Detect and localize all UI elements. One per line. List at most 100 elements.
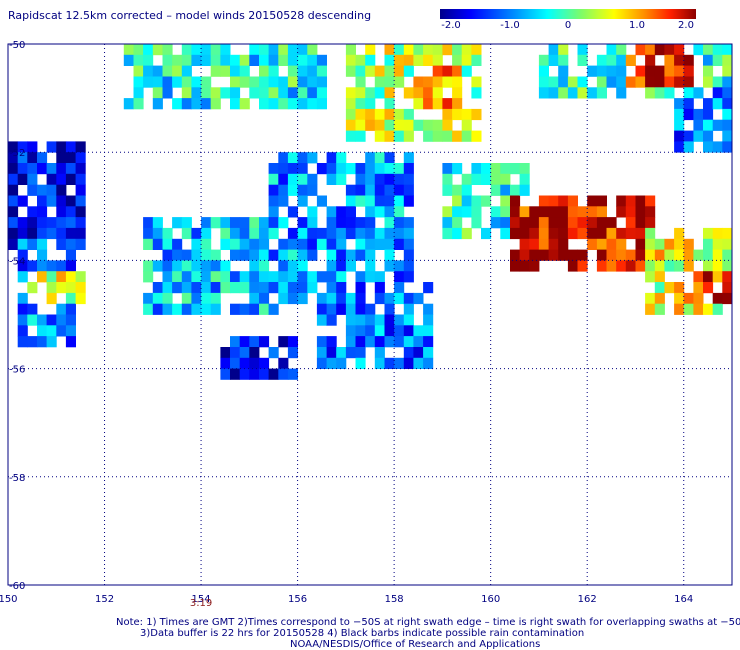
data-cell [191, 76, 202, 88]
data-cell [268, 227, 279, 240]
data-cell [548, 195, 559, 207]
data-cell [365, 195, 376, 207]
data-cell [674, 141, 685, 153]
data-cell [143, 76, 154, 88]
data-cell [538, 195, 549, 207]
data-cell [75, 292, 86, 305]
data-cell [577, 217, 588, 229]
data-cell [336, 347, 347, 359]
data-cell [384, 44, 395, 56]
data-cell [625, 249, 636, 261]
data-cell [210, 217, 221, 229]
data-cell [220, 357, 231, 369]
data-cell [355, 271, 366, 283]
data-cell [287, 184, 298, 196]
data-cell [133, 54, 144, 66]
data-cell [654, 238, 665, 250]
data-cell [230, 249, 241, 261]
data-cell [355, 292, 366, 305]
data-cell [616, 206, 627, 218]
data-cell [210, 44, 221, 56]
data-cell [27, 227, 38, 240]
data-cell [259, 260, 270, 272]
data-cell [674, 119, 685, 131]
data-cell [500, 227, 511, 240]
data-cell [413, 347, 424, 359]
data-cell [606, 54, 617, 66]
data-cell [384, 249, 395, 261]
data-cell [220, 238, 231, 250]
data-cell [558, 65, 569, 77]
data-cell [345, 303, 356, 315]
data-cell [452, 130, 463, 142]
data-cell [413, 87, 424, 99]
data-cell [56, 271, 67, 283]
x-tick-label: 156 [288, 594, 307, 605]
data-cell [268, 347, 279, 359]
data-cell [403, 217, 414, 229]
data-cell [703, 260, 714, 272]
data-cell [606, 227, 617, 240]
data-cell [27, 173, 38, 185]
data-cell [259, 98, 270, 110]
data-cell [384, 260, 395, 272]
data-cell [664, 54, 675, 66]
data-cell [181, 54, 192, 66]
data-cell [336, 217, 347, 229]
data-cell [355, 98, 366, 110]
data-cell [384, 195, 395, 207]
data-cell [316, 195, 327, 207]
data-cell [123, 54, 134, 66]
data-cell [403, 163, 414, 175]
data-cell [403, 260, 414, 272]
data-cell [452, 108, 463, 121]
data-cell [674, 76, 685, 88]
data-cell [712, 249, 723, 261]
data-cell [365, 54, 376, 66]
data-cell [384, 303, 395, 315]
data-cell [538, 238, 549, 250]
data-cell [268, 368, 279, 380]
data-cell [596, 54, 607, 66]
data-cell [316, 227, 327, 240]
data-cell [365, 336, 376, 348]
data-cell [519, 217, 530, 229]
data-cell [230, 227, 241, 240]
data-cell [249, 54, 260, 66]
data-cell [712, 271, 723, 283]
data-cell [616, 227, 627, 240]
data-cell [442, 206, 453, 218]
data-cell [297, 87, 308, 99]
data-cell [287, 292, 298, 305]
colorbar-tick-label: -1.0 [500, 20, 520, 31]
data-cell [230, 303, 241, 315]
data-cell [587, 238, 598, 250]
data-cell [345, 65, 356, 77]
data-cell [674, 303, 685, 315]
data-cell [712, 98, 723, 110]
data-cell [693, 87, 704, 99]
data-cell [654, 282, 665, 294]
data-cell [538, 217, 549, 229]
data-cell [268, 184, 279, 196]
data-cell [230, 282, 241, 294]
data-cell [683, 238, 694, 250]
data-cell [249, 336, 260, 348]
data-cell [384, 152, 395, 164]
data-cell [471, 206, 482, 218]
footer-credit: NOAA/NESDIS/Office of Research and Appli… [290, 639, 541, 650]
data-cell [278, 173, 289, 185]
data-cell [481, 163, 492, 175]
data-cell [403, 130, 414, 142]
data-cell [355, 303, 366, 315]
data-cell [384, 119, 395, 131]
data-cell [558, 195, 569, 207]
data-cell [345, 227, 356, 240]
x-tick-label: 158 [385, 594, 404, 605]
data-cell [394, 54, 405, 66]
data-cell [345, 87, 356, 99]
data-cell [423, 336, 434, 348]
plot-frame [7, 43, 733, 586]
data-cell [181, 249, 192, 261]
data-cell [210, 65, 221, 77]
